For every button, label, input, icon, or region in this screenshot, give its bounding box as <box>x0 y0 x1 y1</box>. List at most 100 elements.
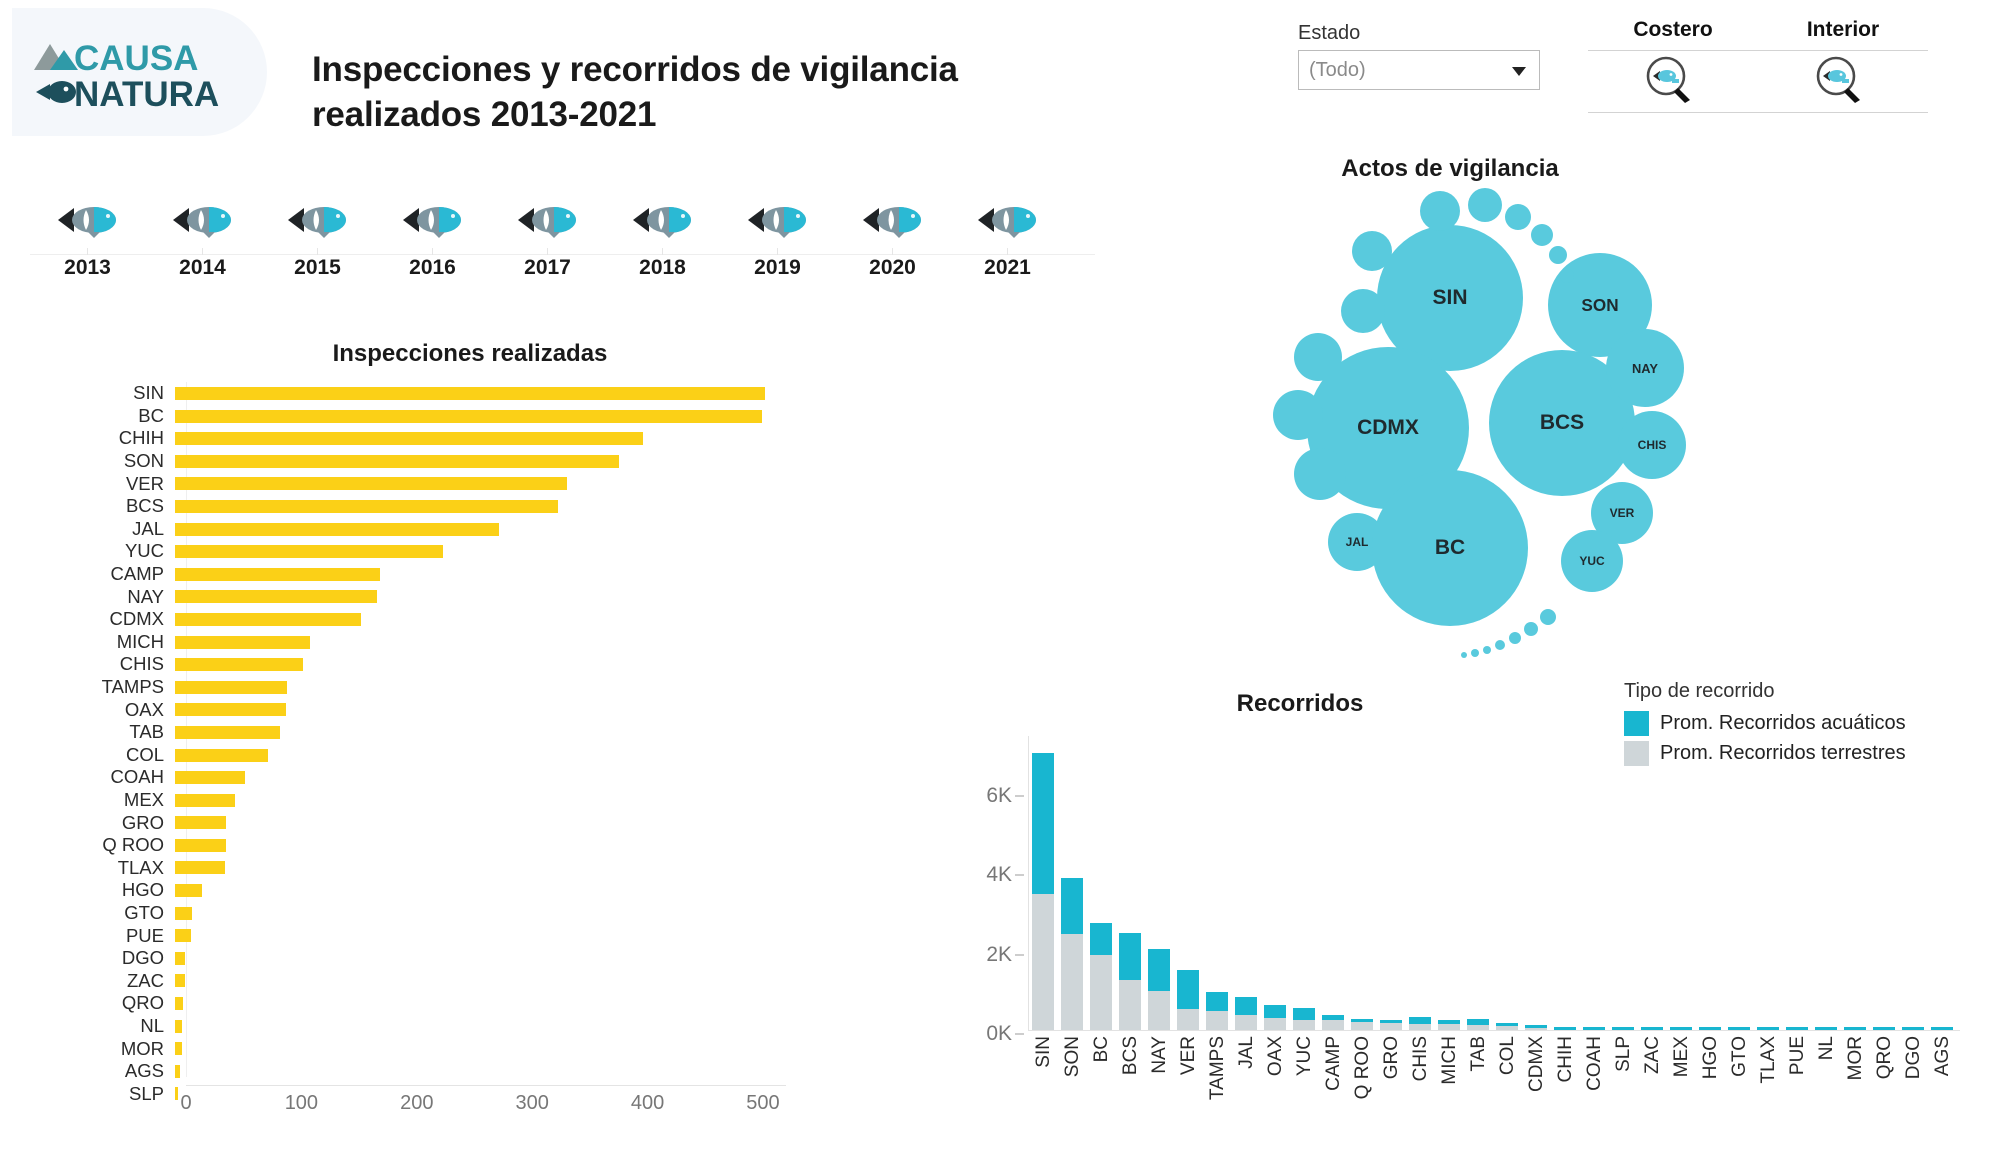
bar-segment-terrestres[interactable] <box>1322 1020 1344 1030</box>
table-row[interactable]: TAB <box>20 721 920 744</box>
bubble[interactable] <box>1495 640 1505 650</box>
year-filter-2016[interactable]: 2016 <box>375 196 490 280</box>
year-filter-2013[interactable]: 2013 <box>30 196 145 280</box>
bar-segment-acuaticos[interactable] <box>1554 1027 1576 1030</box>
legend-item[interactable]: Prom. Recorridos acuáticos <box>1624 708 1984 738</box>
bar-segment-terrestres[interactable] <box>1525 1027 1547 1030</box>
bar-fill[interactable] <box>175 612 361 626</box>
bar-segment-acuaticos[interactable] <box>1380 1019 1402 1023</box>
bar-segment-terrestres[interactable] <box>1235 1014 1257 1030</box>
table-row[interactable]: NAY <box>20 585 920 608</box>
bar-segment-terrestres[interactable] <box>1467 1024 1489 1030</box>
bubble-bc[interactable]: BC <box>1372 470 1528 626</box>
bubble[interactable] <box>1540 609 1556 625</box>
stacked-bar[interactable] <box>1902 1027 1924 1030</box>
bar-segment-acuaticos[interactable] <box>1670 1027 1692 1030</box>
bar-segment-acuaticos[interactable] <box>1177 969 1199 1010</box>
bubble[interactable] <box>1352 231 1392 271</box>
table-row[interactable]: MICH <box>20 631 920 654</box>
bar-segment-acuaticos[interactable] <box>1264 1004 1286 1019</box>
bar-segment-terrestres[interactable] <box>1177 1009 1199 1030</box>
bar-segment-acuaticos[interactable] <box>1902 1027 1924 1030</box>
bar-segment-acuaticos[interactable] <box>1061 878 1083 934</box>
bar-segment-terrestres[interactable] <box>1032 894 1054 1030</box>
table-row[interactable]: OAX <box>20 698 920 721</box>
stacked-bar[interactable] <box>1670 1027 1692 1030</box>
bar-segment-acuaticos[interactable] <box>1119 933 1141 981</box>
bar-segment-terrestres[interactable] <box>1206 1011 1228 1030</box>
bar-fill[interactable] <box>175 861 225 875</box>
table-row[interactable]: CHIS <box>20 653 920 676</box>
bubble[interactable] <box>1549 246 1567 264</box>
bar-segment-terrestres[interactable] <box>1496 1026 1518 1030</box>
bar-fill[interactable] <box>175 974 186 988</box>
bar-segment-acuaticos[interactable] <box>1873 1027 1895 1030</box>
bar-segment-acuaticos[interactable] <box>1496 1023 1518 1027</box>
bar-segment-acuaticos[interactable] <box>1293 1007 1315 1020</box>
table-row[interactable]: Q ROO <box>20 834 920 857</box>
table-row[interactable]: YUC <box>20 540 920 563</box>
bar-segment-acuaticos[interactable] <box>1235 997 1257 1015</box>
bubble[interactable] <box>1471 649 1479 657</box>
stacked-bar[interactable] <box>1090 923 1112 1030</box>
bubble[interactable] <box>1273 390 1323 440</box>
bar-fill[interactable] <box>175 725 280 739</box>
bubble[interactable] <box>1468 188 1502 222</box>
bar-segment-acuaticos[interactable] <box>1815 1027 1837 1030</box>
bar-fill[interactable] <box>175 1019 182 1033</box>
stacked-bar[interactable] <box>1641 1027 1663 1030</box>
bar-fill[interactable] <box>175 1042 182 1056</box>
table-row[interactable]: SLP <box>20 1082 920 1105</box>
bar-fill[interactable] <box>175 793 235 807</box>
table-row[interactable]: CAMP <box>20 563 920 586</box>
stacked-bar[interactable] <box>1061 878 1083 1030</box>
bar-segment-acuaticos[interactable] <box>1206 992 1228 1012</box>
legend-item[interactable]: Prom. Recorridos terrestres <box>1624 738 1984 768</box>
table-row[interactable]: MEX <box>20 789 920 812</box>
bar-fill[interactable] <box>175 387 765 400</box>
bar-segment-acuaticos[interactable] <box>1525 1024 1547 1028</box>
stacked-bar[interactable] <box>1786 1027 1808 1030</box>
bar-segment-acuaticos[interactable] <box>1931 1027 1953 1030</box>
stacked-bar[interactable] <box>1380 1019 1402 1030</box>
bar-segment-terrestres[interactable] <box>1351 1022 1373 1030</box>
bar-segment-terrestres[interactable] <box>1409 1023 1431 1030</box>
bar-fill[interactable] <box>175 658 304 672</box>
bar-segment-acuaticos[interactable] <box>1351 1019 1373 1023</box>
stacked-bar[interactable] <box>1699 1027 1721 1030</box>
table-row[interactable]: CDMX <box>20 608 920 631</box>
bar-fill[interactable] <box>175 499 559 513</box>
table-row[interactable]: CHIH <box>20 427 920 450</box>
table-row[interactable]: JAL <box>20 518 920 541</box>
bar-segment-terrestres[interactable] <box>1380 1022 1402 1030</box>
year-filter-2021[interactable]: 2021 <box>950 196 1065 280</box>
year-filter-2014[interactable]: 2014 <box>145 196 260 280</box>
table-row[interactable]: VER <box>20 472 920 495</box>
bar-fill[interactable] <box>175 997 184 1011</box>
stacked-bar[interactable] <box>1264 1004 1286 1030</box>
stacked-bar[interactable] <box>1206 992 1228 1030</box>
bar-fill[interactable] <box>175 816 226 830</box>
bar-segment-acuaticos[interactable] <box>1786 1027 1808 1030</box>
table-row[interactable]: TAMPS <box>20 676 920 699</box>
bubble[interactable] <box>1505 204 1531 230</box>
bar-fill[interactable] <box>175 838 226 852</box>
bar-segment-acuaticos[interactable] <box>1583 1027 1605 1030</box>
table-row[interactable]: HGO <box>20 879 920 902</box>
bubble[interactable] <box>1341 289 1385 333</box>
bar-segment-acuaticos[interactable] <box>1438 1019 1460 1025</box>
bar-fill[interactable] <box>175 1087 179 1101</box>
bar-fill[interactable] <box>175 409 763 423</box>
stacked-bar[interactable] <box>1235 997 1257 1030</box>
table-row[interactable]: COAH <box>20 766 920 789</box>
bar-fill[interactable] <box>175 929 192 943</box>
year-filter-2019[interactable]: 2019 <box>720 196 835 280</box>
bubble[interactable] <box>1509 632 1521 644</box>
bar-fill[interactable] <box>175 951 186 965</box>
bar-segment-acuaticos[interactable] <box>1090 923 1112 955</box>
bubble[interactable] <box>1420 191 1460 231</box>
bar-fill[interactable] <box>175 545 443 559</box>
bar-fill[interactable] <box>175 590 377 604</box>
bar-segment-acuaticos[interactable] <box>1728 1027 1750 1030</box>
stacked-bar[interactable] <box>1293 1007 1315 1030</box>
